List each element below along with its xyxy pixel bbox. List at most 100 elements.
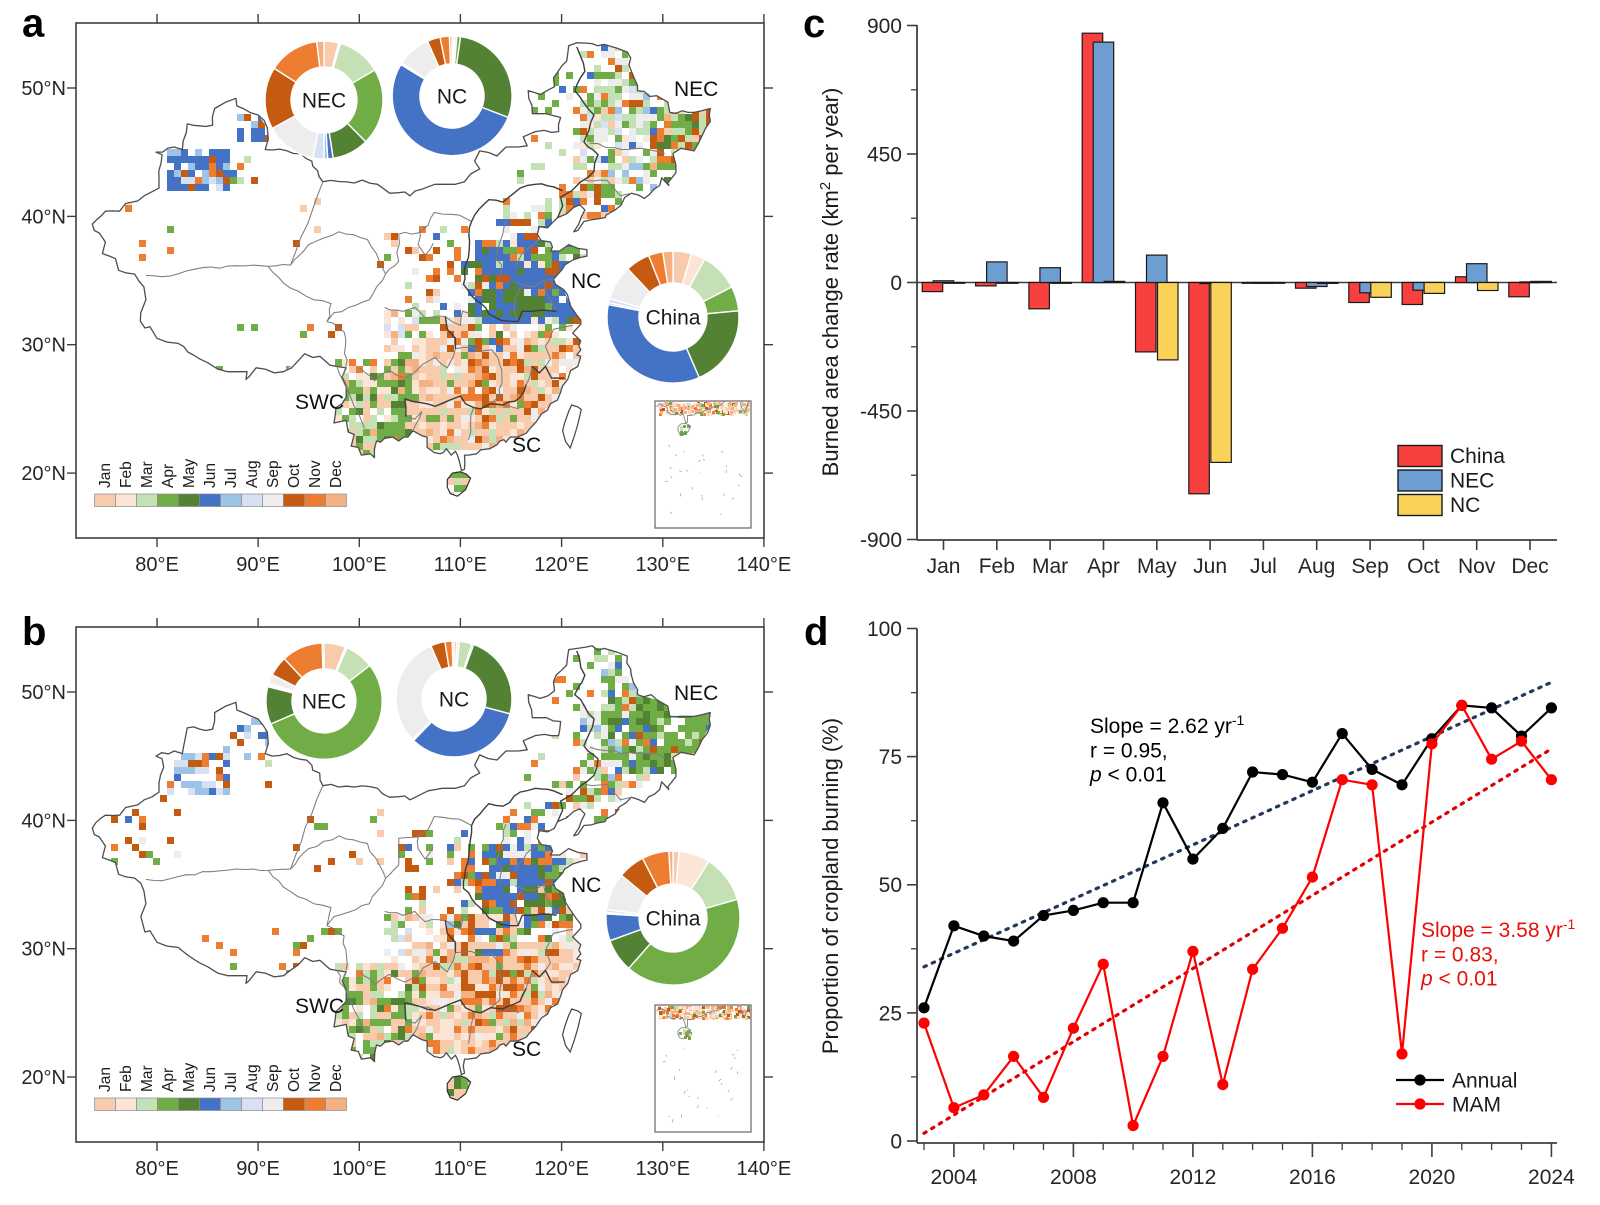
svg-text:China: China [1450, 445, 1505, 468]
svg-text:Feb: Feb [118, 461, 135, 488]
svg-text:Mar: Mar [139, 461, 156, 488]
svg-text:2016: 2016 [1289, 1166, 1336, 1189]
svg-text:NEC: NEC [302, 89, 346, 112]
svg-text:130°E: 130°E [635, 1158, 690, 1180]
svg-text:Sep: Sep [265, 460, 282, 488]
svg-text:Aug: Aug [244, 1064, 261, 1092]
svg-text:Sep: Sep [265, 1064, 282, 1092]
svg-text:Apr: Apr [160, 1068, 177, 1092]
svg-text:50: 50 [879, 874, 902, 897]
svg-text:c: c [803, 2, 825, 46]
svg-text:NC: NC [571, 270, 601, 293]
svg-text:120°E: 120°E [534, 554, 589, 576]
svg-text:2004: 2004 [931, 1166, 978, 1189]
svg-text:Jun: Jun [202, 463, 219, 488]
svg-text:Jul: Jul [1250, 555, 1277, 578]
svg-text:Dec: Dec [328, 1064, 345, 1092]
svg-text:Proportion of cropland burning: Proportion of cropland burning (%) [818, 718, 843, 1054]
svg-text:Oct: Oct [1407, 555, 1440, 578]
svg-text:SC: SC [512, 434, 541, 457]
svg-text:NC: NC [571, 874, 601, 897]
svg-text:b: b [22, 610, 46, 654]
svg-text:Sep: Sep [1351, 555, 1388, 578]
svg-text:2020: 2020 [1409, 1166, 1456, 1189]
svg-text:50°N: 50°N [21, 682, 66, 704]
svg-text:Dec: Dec [328, 460, 345, 488]
svg-text:Jun: Jun [202, 1067, 219, 1092]
svg-text:100°E: 100°E [332, 1158, 387, 1180]
svg-text:China: China [646, 907, 701, 930]
svg-text:Jul: Jul [223, 1072, 240, 1092]
svg-text:900: 900 [867, 15, 902, 38]
svg-text:Apr: Apr [160, 464, 177, 488]
svg-text:Jan: Jan [97, 1067, 114, 1092]
svg-text:100°E: 100°E [332, 554, 387, 576]
svg-text:MAM: MAM [1452, 1094, 1501, 1117]
svg-text:110°E: 110°E [434, 1158, 487, 1180]
svg-text:May: May [181, 1062, 198, 1092]
svg-text:p < 0.01: p < 0.01 [1089, 764, 1167, 787]
svg-text:SWC: SWC [295, 391, 344, 414]
svg-text:30°N: 30°N [21, 335, 66, 357]
svg-text:2008: 2008 [1050, 1166, 1097, 1189]
svg-text:20°N: 20°N [21, 463, 66, 485]
svg-text:May: May [181, 458, 198, 488]
svg-text:NEC: NEC [674, 682, 718, 705]
svg-text:May: May [1137, 555, 1177, 578]
svg-text:450: 450 [867, 144, 902, 167]
svg-text:-450: -450 [860, 401, 902, 424]
svg-text:140°E: 140°E [737, 1158, 792, 1180]
svg-text:0: 0 [890, 1131, 902, 1154]
svg-text:a: a [22, 2, 45, 46]
svg-text:Nov: Nov [307, 460, 324, 488]
svg-text:Jul: Jul [223, 468, 240, 488]
svg-text:80°E: 80°E [135, 1158, 179, 1180]
svg-text:Jan: Jan [97, 463, 114, 488]
svg-text:NC: NC [439, 688, 469, 711]
svg-text:Mar: Mar [1032, 555, 1068, 578]
svg-text:20°N: 20°N [21, 1067, 66, 1089]
svg-text:SWC: SWC [295, 995, 344, 1018]
svg-text:110°E: 110°E [434, 554, 487, 576]
svg-text:NEC: NEC [674, 78, 718, 101]
svg-text:25: 25 [879, 1002, 902, 1025]
svg-text:NC: NC [437, 85, 467, 108]
svg-text:80°E: 80°E [135, 554, 179, 576]
svg-text:Nov: Nov [307, 1064, 324, 1092]
svg-text:Mar: Mar [139, 1065, 156, 1092]
svg-text:Jun: Jun [1193, 555, 1227, 578]
svg-text:NEC: NEC [1450, 470, 1494, 493]
svg-text:p < 0.01: p < 0.01 [1420, 968, 1498, 991]
svg-text:2012: 2012 [1170, 1166, 1217, 1189]
svg-text:NEC: NEC [302, 690, 346, 713]
svg-text:Slope = 3.58 yr-1: Slope = 3.58 yr-1 [1421, 916, 1576, 942]
svg-text:r = 0.83,: r = 0.83, [1421, 943, 1499, 966]
svg-text:50°N: 50°N [21, 78, 66, 100]
svg-text:130°E: 130°E [635, 554, 690, 576]
svg-text:2024: 2024 [1528, 1166, 1575, 1189]
svg-text:Aug: Aug [244, 460, 261, 488]
svg-text:30°N: 30°N [21, 939, 66, 961]
svg-text:China: China [646, 306, 701, 329]
svg-text:NC: NC [1450, 494, 1480, 517]
svg-text:SC: SC [512, 1038, 541, 1061]
svg-text:Annual: Annual [1452, 1070, 1517, 1093]
svg-text:Feb: Feb [118, 1065, 135, 1092]
svg-text:40°N: 40°N [21, 810, 66, 832]
svg-text:Burned area change rate (km2 p: Burned area change rate (km2 per year) [817, 88, 843, 477]
svg-text:Feb: Feb [979, 555, 1015, 578]
svg-text:90°E: 90°E [236, 1158, 280, 1180]
svg-text:Jan: Jan [927, 555, 961, 578]
svg-text:Slope = 2.62 yr-1: Slope = 2.62 yr-1 [1090, 712, 1245, 738]
svg-text:Aug: Aug [1298, 555, 1335, 578]
svg-text:90°E: 90°E [236, 554, 280, 576]
svg-text:120°E: 120°E [534, 1158, 589, 1180]
svg-text:d: d [804, 610, 828, 654]
svg-text:0: 0 [890, 272, 902, 295]
svg-text:Oct: Oct [286, 463, 303, 488]
svg-text:-900: -900 [860, 529, 902, 552]
svg-text:40°N: 40°N [21, 206, 66, 228]
svg-text:Nov: Nov [1458, 555, 1496, 578]
svg-text:75: 75 [879, 746, 902, 769]
svg-text:Dec: Dec [1511, 555, 1548, 578]
